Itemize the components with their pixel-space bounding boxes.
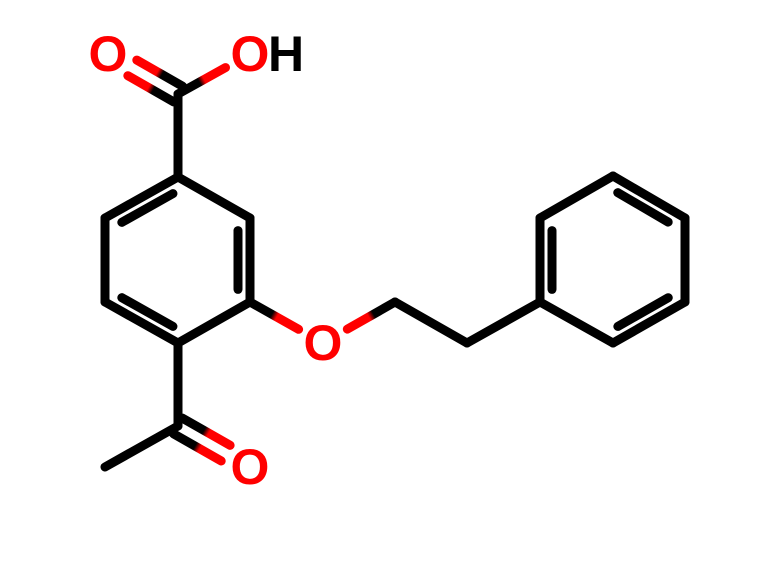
svg-text:H: H bbox=[268, 26, 304, 82]
molecule-canvas: OOHOO bbox=[0, 0, 773, 576]
svg-text:O: O bbox=[304, 315, 343, 371]
svg-text:O: O bbox=[89, 26, 128, 82]
atom-label: O bbox=[231, 439, 270, 495]
svg-text:O: O bbox=[231, 26, 270, 82]
atom-label: O bbox=[89, 26, 128, 82]
svg-text:O: O bbox=[231, 439, 270, 495]
atom-label: OH bbox=[231, 26, 305, 82]
atom-label: O bbox=[304, 315, 343, 371]
